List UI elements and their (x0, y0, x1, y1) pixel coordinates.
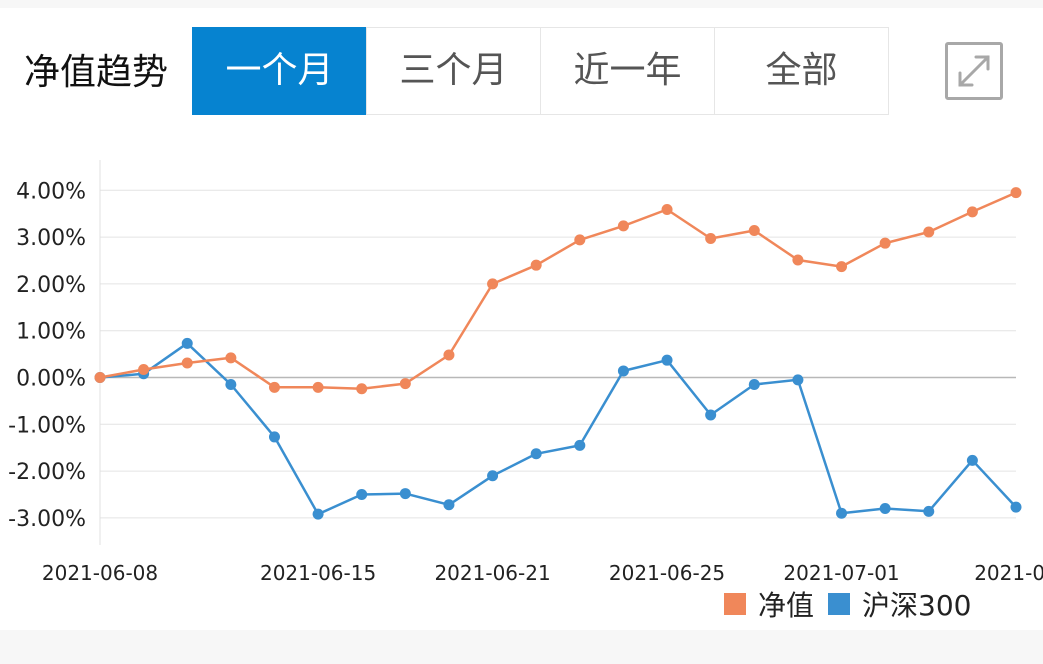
x-tick-label: 2021-06-25 (609, 561, 725, 585)
data-point-nav[interactable] (487, 278, 499, 290)
data-point-nav[interactable] (312, 381, 324, 393)
data-point-csi300[interactable] (487, 470, 499, 482)
data-point-csi300[interactable] (617, 365, 629, 377)
tab-one-year[interactable]: 近一年 (540, 27, 714, 115)
data-point-csi300[interactable] (836, 507, 848, 519)
data-point-nav[interactable] (792, 254, 804, 266)
x-tick-label: 2021-06-15 (260, 561, 376, 585)
data-point-nav[interactable] (399, 378, 411, 390)
tab-all[interactable]: 全部 (714, 27, 889, 115)
data-point-nav[interactable] (1010, 187, 1022, 199)
data-point-csi300[interactable] (705, 409, 717, 421)
x-tick-label: 2021-07 (974, 561, 1043, 585)
data-point-csi300[interactable] (312, 508, 324, 520)
data-point-csi300[interactable] (268, 431, 280, 443)
y-tick-label: 4.00% (16, 179, 86, 204)
y-tick-label: 2.00% (16, 273, 86, 298)
tab-one-month[interactable]: 一个月 (192, 27, 366, 115)
data-point-csi300[interactable] (530, 448, 542, 460)
data-point-csi300[interactable] (792, 374, 804, 386)
legend-item-nav[interactable]: 净值 (724, 584, 814, 624)
data-point-csi300[interactable] (574, 439, 586, 451)
data-point-nav[interactable] (94, 372, 106, 383)
y-tick-label: 1.00% (16, 320, 86, 345)
y-tick-label: -3.00% (8, 507, 86, 532)
data-point-csi300[interactable] (966, 454, 978, 466)
data-point-csi300[interactable] (443, 499, 455, 511)
data-point-csi300[interactable] (923, 505, 935, 517)
data-point-csi300[interactable] (225, 379, 237, 391)
top-strip (0, 0, 1043, 8)
legend-item-csi300[interactable]: 沪深300 (828, 584, 971, 624)
data-point-csi300[interactable] (661, 354, 673, 366)
data-point-nav[interactable] (966, 206, 978, 218)
y-tick-label: -2.00% (8, 460, 86, 485)
data-point-nav[interactable] (879, 237, 891, 249)
data-point-csi300[interactable] (181, 337, 193, 349)
data-point-nav[interactable] (530, 259, 542, 271)
data-point-nav[interactable] (443, 349, 455, 361)
data-point-nav[interactable] (705, 233, 717, 245)
expand-icon (958, 55, 990, 87)
data-point-csi300[interactable] (399, 488, 411, 500)
data-point-csi300[interactable] (879, 503, 891, 515)
series-line-nav (99, 191, 1017, 390)
legend-label-csi300: 沪深300 (862, 589, 972, 622)
series-line-csi300 (99, 342, 1017, 516)
data-point-nav[interactable] (923, 226, 935, 238)
data-point-csi300[interactable] (356, 489, 368, 500)
x-tick-label: 2021-07-01 (783, 561, 899, 585)
data-point-csi300[interactable] (1010, 501, 1022, 513)
page-title: 净值趋势 (24, 52, 169, 93)
tab-three-months[interactable]: 三个月 (366, 27, 540, 115)
x-tick-label: 2021-06-21 (434, 561, 550, 585)
data-point-nav[interactable] (268, 381, 280, 393)
data-point-nav[interactable] (138, 364, 150, 376)
range-tabs: 一个月 三个月 近一年 全部 (192, 27, 889, 115)
expand-button[interactable] (945, 42, 1003, 100)
data-point-nav[interactable] (181, 357, 193, 369)
data-point-nav[interactable] (748, 225, 760, 237)
data-point-nav[interactable] (617, 220, 629, 232)
data-point-nav[interactable] (225, 352, 237, 364)
data-point-nav[interactable] (356, 383, 368, 395)
data-point-nav[interactable] (574, 234, 586, 246)
legend-swatch-nav (724, 593, 746, 615)
data-point-nav[interactable] (836, 261, 848, 273)
nav-trend-chart: 4.00% 3.00% 2.00% 1.00% 0.00% -1.00% -2.00% -3.… (8, 160, 1043, 585)
chart-legend: 净值 沪深300 (724, 586, 985, 622)
y-tick-label: 3.00% (16, 226, 86, 251)
legend-label-nav: 净值 (758, 589, 815, 622)
bottom-strip (0, 630, 1043, 664)
y-tick-label: -1.00% (8, 413, 86, 438)
y-tick-label: 0.00% (16, 367, 86, 392)
x-tick-label: 2021-06-08 (42, 561, 158, 585)
legend-swatch-csi300 (828, 593, 851, 615)
data-point-csi300[interactable] (748, 379, 760, 391)
data-point-nav[interactable] (661, 203, 673, 215)
